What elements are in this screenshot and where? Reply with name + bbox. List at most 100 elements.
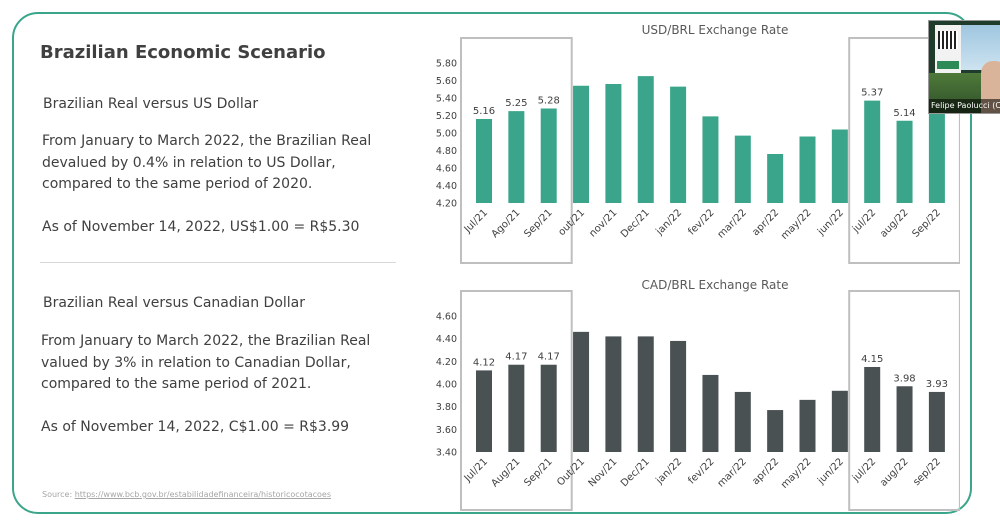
- cad-bar: [670, 340, 687, 452]
- usd-bar: [864, 100, 881, 203]
- cad-bar: [799, 399, 816, 452]
- usd-ytick-label: 4.40: [436, 181, 457, 192]
- participant-name: Felipe Paolucci (C...: [929, 99, 1000, 113]
- usd-category-label: Sep/22: [911, 207, 943, 239]
- usd-category-label: jul/22: [850, 207, 878, 235]
- usd-category-label: jun/22: [815, 207, 846, 238]
- usd-ytick-label: 5.80: [436, 59, 457, 70]
- usd-bar: [670, 86, 687, 203]
- slide-frame: [12, 12, 972, 514]
- cad-bar: [476, 370, 492, 452]
- cad-category-label: may/22: [779, 456, 814, 491]
- page-title: Brazilian Economic Scenario: [40, 42, 326, 63]
- cad-category-label: Aug/21: [490, 456, 523, 489]
- cad-ytick-label: 4.60: [436, 312, 457, 323]
- usd-category-label: Dec/21: [619, 207, 652, 240]
- card-banner: [937, 61, 959, 69]
- cad-category-label: jan/22: [654, 456, 685, 487]
- cad-category-label: Nov/21: [587, 456, 620, 489]
- cad-rate-text: As of November 14, 2022, C$1.00 = R$3.99: [41, 419, 350, 435]
- usd-heading: Brazilian Real versus US Dollar: [43, 96, 259, 112]
- cad-bar: [864, 367, 881, 452]
- cad-bar: [928, 391, 945, 452]
- cad-category-label: fev/22: [686, 456, 716, 486]
- cad-chart-title: CAD/BRL Exchange Rate: [642, 278, 789, 292]
- cad-paragraph: From January to March 2022, the Brazilia…: [41, 333, 371, 392]
- usd-bar: [831, 129, 848, 203]
- cad-data-label: 4.12: [473, 357, 495, 368]
- usd-ytick-label: 5.40: [436, 94, 457, 105]
- usd-category-label: jan/22: [654, 207, 685, 238]
- cad-bar: [734, 391, 751, 452]
- cad-bar: [896, 386, 913, 452]
- cad-category-label: sep/22: [911, 456, 943, 488]
- usd-paragraph: From January to March 2022, the Brazilia…: [42, 133, 372, 192]
- usd-bar: [605, 84, 622, 203]
- usd-category-label: Sep/21: [522, 207, 554, 239]
- cad-ytick-label: 3.80: [436, 402, 457, 413]
- cad-highlight-frame-0: [460, 290, 573, 511]
- cad-category-label: mar/22: [716, 456, 749, 489]
- cad-ytick-label: 3.60: [436, 425, 457, 436]
- cad-data-label: 4.15: [861, 354, 883, 365]
- qr-code-icon: [938, 31, 958, 49]
- usd-highlight-frame-0: [460, 37, 573, 264]
- webcam-thumbnail[interactable]: Felipe Paolucci (C...: [928, 20, 1000, 114]
- cad-heading: Brazilian Real versus Canadian Dollar: [43, 295, 306, 311]
- usd-bar: [508, 111, 525, 203]
- usd-data-label: 5.37: [861, 88, 883, 99]
- usd-category-label: Ago/21: [490, 207, 523, 240]
- usd-data-label: 5.28: [538, 96, 560, 107]
- cad-data-label: 4.17: [505, 352, 527, 363]
- usd-bar: [799, 136, 816, 203]
- usd-category-label: nov/21: [587, 207, 619, 239]
- cad-category-label: aug/22: [878, 456, 910, 488]
- usd-category-label: may/22: [779, 207, 814, 242]
- usd-bar: [734, 135, 751, 203]
- cad-ytick-label: 4.00: [436, 380, 457, 391]
- usd-bar: [573, 85, 590, 203]
- usd-bar: [928, 112, 945, 203]
- usd-category-label: Jul/21: [462, 207, 490, 235]
- usd-bar: [540, 108, 557, 203]
- cad-data-label: 3.98: [893, 373, 915, 384]
- cad-bar: [540, 364, 557, 452]
- usd-bar: [896, 120, 913, 203]
- cad-bar: [573, 331, 590, 452]
- usd-data-label: 5.25: [505, 98, 527, 109]
- cad-bar: [605, 336, 622, 452]
- usd-data-label: 5.14: [893, 108, 915, 119]
- cad-bar: [637, 336, 654, 452]
- cad-ytick-label: 4.40: [436, 334, 457, 345]
- cad-bar: [831, 390, 848, 452]
- usd-brl-chart: USD/BRL Exchange Rate 4.20 4.40 4.60 4.80 5.0…: [436, 23, 960, 264]
- usd-bar: [702, 116, 719, 203]
- cad-highlight-frame-1: [848, 290, 960, 511]
- usd-category-label: mar/22: [716, 207, 749, 240]
- usd-category-label: aug/22: [878, 207, 910, 239]
- usd-category-label: fev/22: [686, 207, 716, 237]
- source-link[interactable]: https://www.bcb.gov.br/estabilidadefinan…: [74, 490, 331, 499]
- cad-data-label: 3.93: [926, 379, 948, 390]
- cad-data-label: 4.17: [538, 352, 560, 363]
- usd-ytick-label: 4.60: [436, 164, 457, 175]
- cad-bar: [702, 374, 719, 452]
- cad-ytick-label: 3.40: [436, 448, 457, 459]
- cad-category-label: apr/22: [750, 456, 781, 487]
- usd-bar: [637, 76, 654, 203]
- usd-highlight-frame-1: [848, 37, 960, 264]
- usd-rate-text: As of November 14, 2022, US$1.00 = R$5.3…: [42, 219, 360, 235]
- usd-bar: [476, 119, 492, 203]
- cad-category-label: Dec/21: [619, 456, 652, 489]
- cad-category-label: jul/22: [850, 456, 878, 484]
- usd-ytick-label: 5.60: [436, 76, 457, 87]
- source-prefix: Source:: [42, 490, 75, 499]
- usd-data-label: 5.16: [473, 106, 495, 117]
- usd-category-label: apr/22: [750, 207, 781, 238]
- usd-ytick-label: 4.80: [436, 146, 457, 157]
- usd-bar: [767, 154, 784, 203]
- usd-chart-title: USD/BRL Exchange Rate: [642, 23, 789, 37]
- cad-category-label: Sep/21: [522, 456, 554, 488]
- cad-brl-chart: CAD/BRL Exchange Rate 3.40 3.60 3.80 4.00 4.2…: [436, 278, 960, 511]
- cad-bar: [767, 410, 784, 452]
